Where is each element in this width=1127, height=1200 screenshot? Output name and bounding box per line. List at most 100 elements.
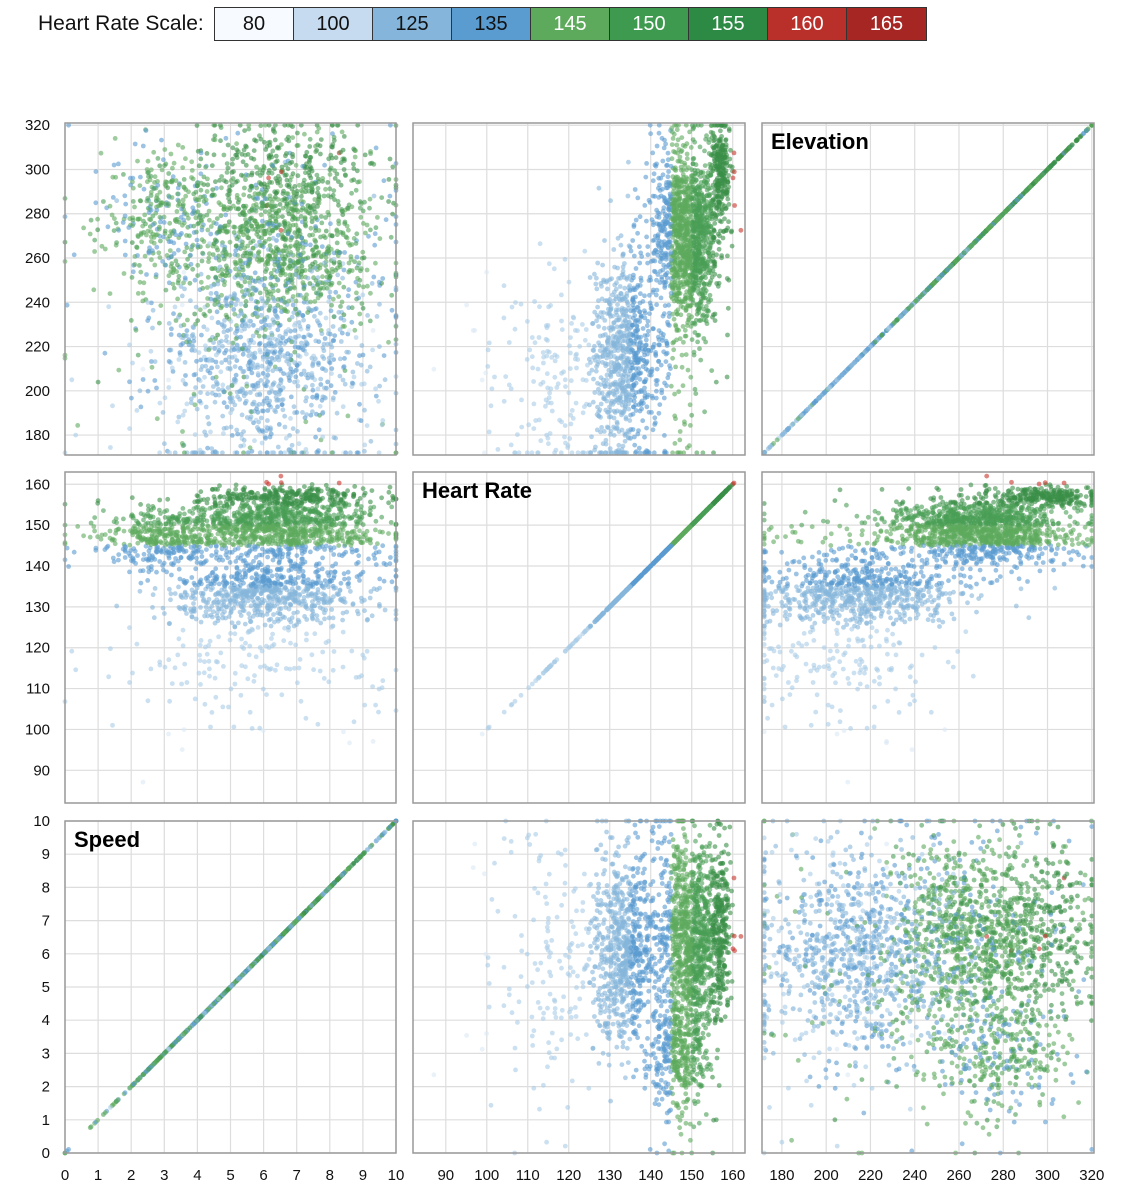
data-point — [567, 436, 572, 441]
data-point — [293, 335, 298, 340]
data-point — [106, 304, 111, 309]
data-point — [277, 422, 282, 427]
data-point — [377, 302, 382, 307]
data-point — [662, 396, 667, 401]
data-point — [226, 166, 231, 171]
data-point — [214, 221, 219, 226]
data-point — [288, 178, 293, 183]
data-point — [215, 333, 220, 338]
data-point — [273, 138, 278, 143]
data-point — [218, 138, 223, 143]
data-point — [299, 341, 304, 346]
data-point — [658, 188, 663, 193]
data-point — [626, 436, 631, 441]
data-point — [254, 202, 259, 207]
data-point — [323, 336, 328, 341]
data-point — [244, 375, 249, 380]
data-point — [258, 291, 263, 296]
data-point — [258, 350, 263, 355]
data-point — [123, 253, 128, 258]
data-point — [248, 417, 253, 422]
data-point — [321, 410, 326, 415]
data-point — [200, 228, 205, 233]
data-point — [229, 178, 234, 183]
data-point — [199, 280, 204, 285]
data-point — [302, 295, 307, 300]
data-point — [382, 353, 387, 358]
data-point — [243, 303, 248, 308]
data-point — [314, 396, 319, 401]
data-point — [153, 359, 158, 364]
data-point — [228, 391, 233, 396]
data-point — [342, 364, 347, 369]
data-point — [312, 314, 317, 319]
data-point — [322, 163, 327, 168]
data-point — [666, 372, 671, 377]
data-point — [343, 172, 348, 177]
data-point — [296, 260, 301, 265]
data-point — [292, 350, 297, 355]
data-point — [247, 360, 252, 365]
data-point — [328, 360, 333, 365]
data-point — [709, 241, 714, 246]
data-point — [252, 356, 257, 361]
data-point — [243, 226, 248, 231]
data-point — [268, 282, 273, 287]
data-point — [198, 307, 203, 312]
data-point — [219, 293, 224, 298]
data-point — [254, 403, 259, 408]
data-point — [239, 228, 244, 233]
data-point — [649, 306, 654, 311]
data-point — [241, 159, 246, 164]
data-point — [663, 227, 668, 232]
data-point — [714, 252, 719, 257]
data-point — [167, 348, 172, 353]
data-point — [255, 300, 260, 305]
data-point — [138, 175, 143, 180]
data-point — [601, 278, 606, 283]
data-point — [200, 251, 205, 256]
data-point — [139, 405, 144, 410]
data-point — [283, 228, 288, 233]
data-point — [657, 343, 662, 348]
data-point — [591, 321, 596, 326]
data-point — [570, 408, 575, 413]
data-point — [689, 179, 694, 184]
data-point — [299, 194, 304, 199]
data-point — [161, 410, 166, 415]
data-point — [363, 231, 368, 236]
data-point — [638, 291, 643, 296]
data-point — [167, 221, 172, 226]
data-point — [207, 241, 212, 246]
data-point — [293, 199, 298, 204]
data-point — [637, 345, 642, 350]
data-point — [129, 396, 134, 401]
data-point — [114, 221, 119, 226]
data-point — [596, 315, 601, 320]
data-point — [340, 276, 345, 281]
data-point — [596, 387, 601, 392]
data-point — [292, 404, 297, 409]
data-point — [325, 180, 330, 185]
data-point — [608, 372, 613, 377]
data-point — [290, 217, 295, 222]
data-point — [342, 356, 347, 361]
data-point — [602, 238, 607, 243]
data-point — [189, 247, 194, 252]
data-point — [152, 378, 157, 383]
data-point — [301, 280, 306, 285]
data-point — [376, 399, 381, 404]
data-point — [696, 290, 701, 295]
data-point — [214, 353, 219, 358]
data-point — [310, 375, 315, 380]
data-point — [242, 186, 247, 191]
data-point — [288, 258, 293, 263]
data-point — [150, 326, 155, 331]
data-point — [286, 266, 291, 271]
data-point — [634, 266, 639, 271]
data-point — [88, 232, 93, 237]
data-point — [380, 418, 385, 423]
data-point — [627, 243, 632, 248]
data-point — [236, 200, 241, 205]
